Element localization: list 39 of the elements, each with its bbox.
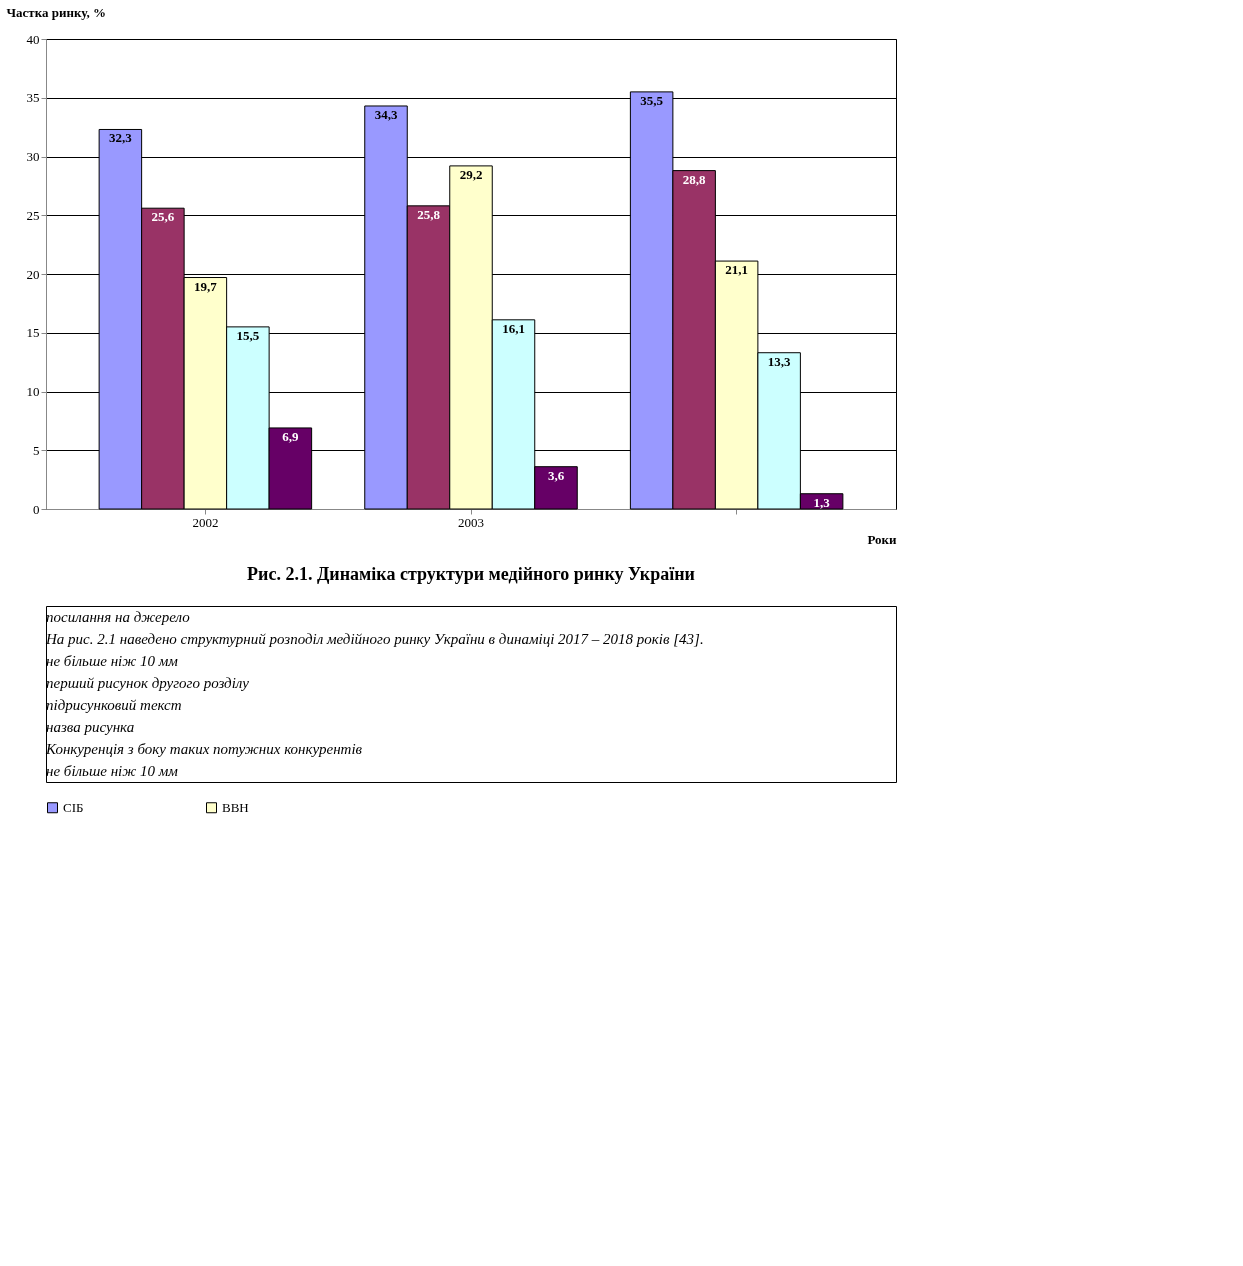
data-label: 25,8 bbox=[417, 206, 441, 222]
text: посилання на джерело bbox=[46, 609, 191, 625]
data-label: 28,8 bbox=[682, 171, 706, 187]
data-label: 32,3 bbox=[109, 130, 133, 146]
y-axis-title: Частка ринку, % bbox=[6, 4, 106, 20]
text: не більше ніж 10 мм bbox=[46, 653, 179, 669]
data-label: 1,3 bbox=[813, 494, 831, 510]
y-tick-label: 20 bbox=[26, 266, 40, 282]
data-label: 13,3 bbox=[767, 353, 791, 369]
data-label: 3,6 bbox=[547, 467, 565, 483]
y-tick-label: 0 bbox=[33, 501, 40, 517]
text: На рис. 2.1 наведено структурний розподіл медійного ринку України в динаміці 2017 – 2018 років [43]. bbox=[45, 631, 704, 647]
y-tick-label: 35 bbox=[26, 90, 40, 106]
data-label: 34,3 bbox=[374, 106, 398, 122]
text: підрисунковий текст bbox=[46, 697, 182, 713]
text: Рис. 2.1. Динаміка структури медійного ринку України bbox=[247, 564, 695, 584]
data-label: 19,7 bbox=[194, 278, 218, 294]
data-label: 35,5 bbox=[640, 92, 664, 108]
data-label: 21,1 bbox=[725, 262, 748, 278]
text: перший рисунок другого розділу bbox=[46, 675, 250, 691]
y-tick-label: 30 bbox=[26, 149, 40, 164]
y-tick-label: 15 bbox=[26, 325, 40, 341]
text: назва рисунка bbox=[46, 719, 135, 735]
data-label: 25,6 bbox=[151, 209, 175, 225]
data-label: 6,9 bbox=[282, 428, 299, 444]
x-axis-title: Роки bbox=[867, 531, 897, 547]
text: Конкуренція з боку таких потужних конкурентів bbox=[45, 741, 363, 757]
y-tick-label: 25 bbox=[26, 207, 40, 223]
legend-label: ВВН bbox=[222, 799, 249, 815]
text: не більше ніж 10 мм bbox=[46, 763, 179, 779]
y-tick-label: 40 bbox=[26, 31, 40, 47]
data-label: 16,1 bbox=[502, 320, 525, 336]
y-tick-label: 10 bbox=[26, 384, 40, 399]
data-label: 15,5 bbox=[236, 327, 260, 343]
x-tick-label: 2003 bbox=[458, 514, 484, 530]
y-tick-label: 5 bbox=[33, 442, 40, 458]
legend-label: СІБ bbox=[63, 799, 84, 815]
data-label: 29,2 bbox=[459, 166, 483, 182]
x-tick-label: 2002 bbox=[192, 514, 219, 530]
